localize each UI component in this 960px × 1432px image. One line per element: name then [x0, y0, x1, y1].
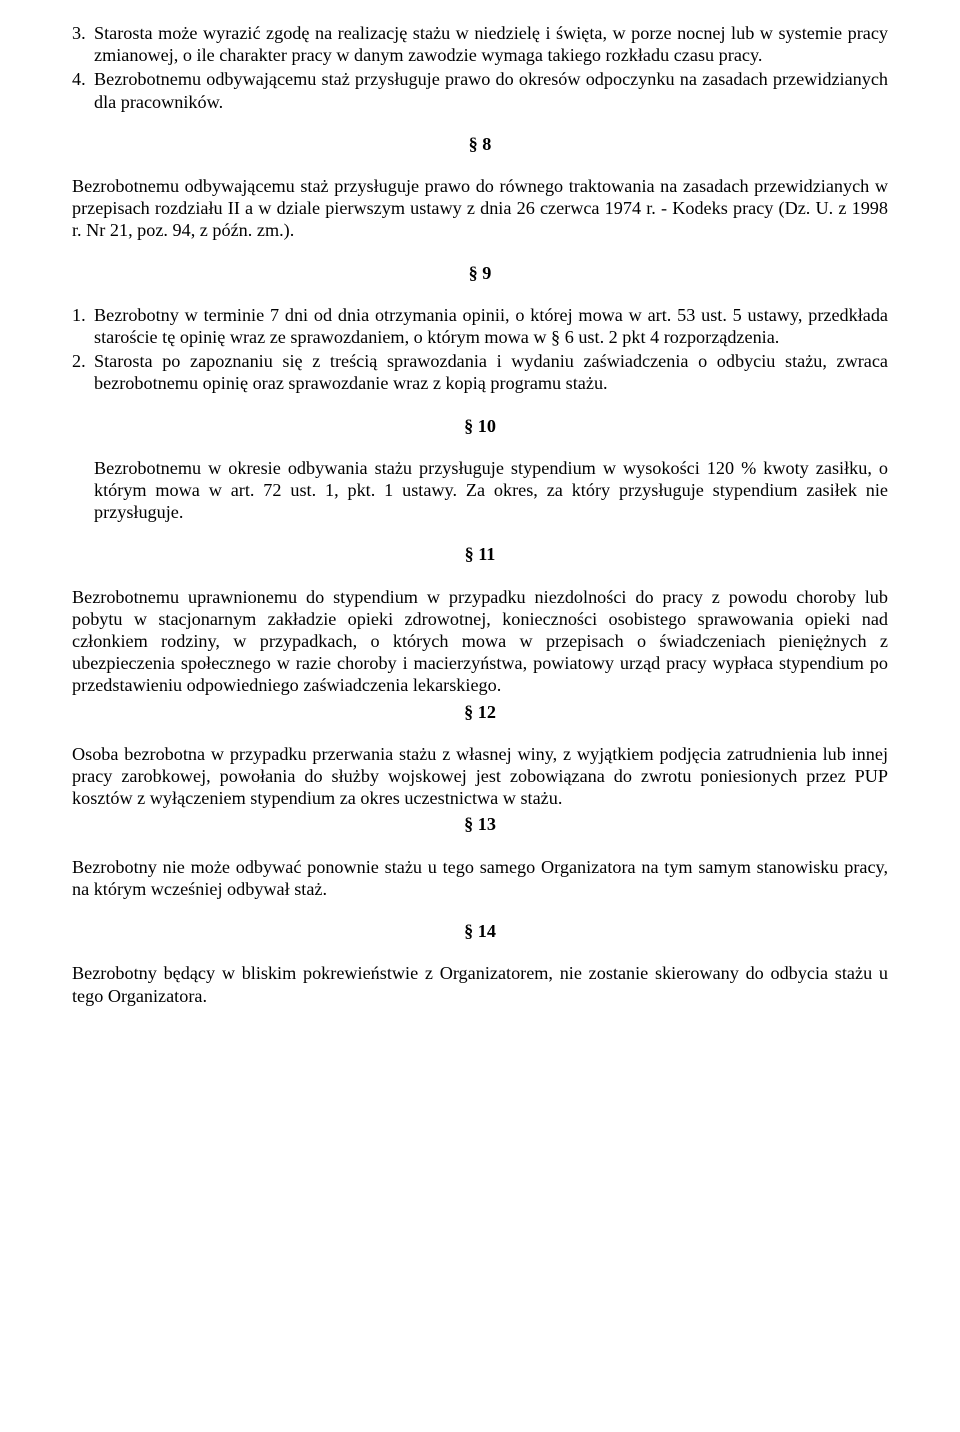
section-14-heading: § 14: [72, 920, 888, 942]
item-4-number: 4.: [72, 68, 94, 112]
section-9-item-2: 2. Starosta po zapoznaniu się z treścią …: [72, 350, 888, 394]
section-12-heading: § 12: [72, 701, 888, 723]
section-9-item-2-text: Starosta po zapoznaniu się z treścią spr…: [94, 350, 888, 394]
section-13-paragraph: Bezrobotny nie może odbywać ponownie sta…: [72, 856, 888, 900]
section-12-paragraph: Osoba bezrobotna w przypadku przerwania …: [72, 743, 888, 810]
item-3: 3. Starosta może wyrazić zgodę na realiz…: [72, 22, 888, 66]
section-11-heading: § 11: [72, 543, 888, 565]
section-9-item-1-text: Bezrobotny w terminie 7 dni od dnia otrz…: [94, 304, 888, 348]
section-8-paragraph: Bezrobotnemu odbywającemu staż przysługu…: [72, 175, 888, 242]
section-9-item-1-number: 1.: [72, 304, 94, 348]
section-10-paragraph: Bezrobotnemu w okresie odbywania stażu p…: [94, 457, 888, 524]
item-3-text: Starosta może wyrazić zgodę na realizacj…: [94, 22, 888, 66]
section-9-heading: § 9: [72, 262, 888, 284]
section-8-heading: § 8: [72, 133, 888, 155]
section-14-paragraph: Bezrobotny będący w bliskim pokrewieństw…: [72, 962, 888, 1006]
section-11-paragraph: Bezrobotnemu uprawnionemu do stypendium …: [72, 586, 888, 697]
section-13-heading: § 13: [72, 813, 888, 835]
item-4: 4. Bezrobotnemu odbywającemu staż przysł…: [72, 68, 888, 112]
item-3-number: 3.: [72, 22, 94, 66]
section-9-item-2-number: 2.: [72, 350, 94, 394]
section-10-heading: § 10: [72, 415, 888, 437]
item-4-text: Bezrobotnemu odbywającemu staż przysługu…: [94, 68, 888, 112]
section-9-item-1: 1. Bezrobotny w terminie 7 dni od dnia o…: [72, 304, 888, 348]
